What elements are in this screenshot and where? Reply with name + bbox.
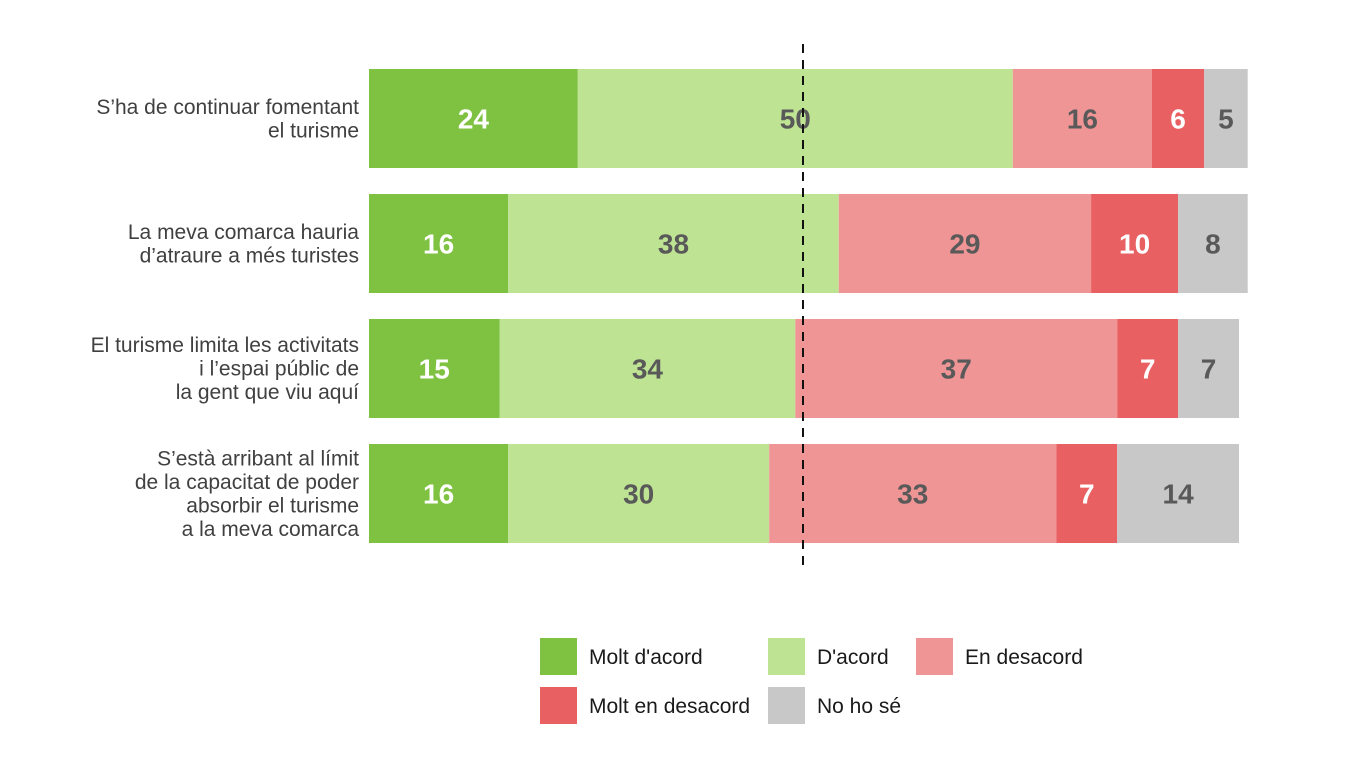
bar-segment (1204, 69, 1248, 168)
bar-value-label: 33 (897, 479, 928, 510)
bar-value-label: 7 (1201, 354, 1217, 385)
bar-segment (795, 319, 1118, 418)
bar-segment (1091, 194, 1179, 293)
legend-swatch (768, 638, 805, 675)
bar-segment (508, 194, 839, 293)
bar-value-label: 16 (423, 479, 454, 510)
bar-segment (499, 319, 796, 418)
legend-label: Molt d'acord (589, 646, 703, 669)
legend: Molt d'acord D'acord En desacord Molt en de… (540, 638, 1083, 724)
bar-value-label: 6 (1170, 104, 1186, 135)
category-label: La meva comarca hauria d’atraure a més tu… (128, 221, 359, 268)
bar-value-label: 16 (423, 229, 454, 260)
legend-label: En desacord (965, 646, 1083, 669)
legend-swatch (916, 638, 953, 675)
bar-value-label: 16 (1067, 104, 1098, 135)
bar-value-label: 29 (949, 229, 980, 260)
bar-value-label: 7 (1140, 354, 1156, 385)
bar-segment (1117, 319, 1179, 418)
bar-segment (769, 444, 1057, 543)
bar-value-label: 10 (1119, 229, 1150, 260)
bar-segment (369, 319, 500, 418)
bar-segment (1178, 319, 1239, 418)
bar-value-label: 37 (941, 354, 972, 385)
bar-segment (577, 69, 1013, 168)
bar-segment (1117, 444, 1239, 543)
bar-segment (369, 69, 578, 168)
bar-segment (1012, 69, 1152, 168)
bar-value-label: 7 (1079, 479, 1095, 510)
bar-segment (508, 444, 770, 543)
category-label: S’està arribant al límit de la capacitat … (135, 447, 359, 541)
bar-value-label: 5 (1218, 104, 1234, 135)
bar-value-label: 15 (419, 354, 450, 385)
bar-value-label: 14 (1163, 479, 1195, 510)
legend-label: D'acord (817, 646, 889, 669)
bar-value-label: 8 (1205, 229, 1221, 260)
legend-label: No ho sé (817, 695, 901, 718)
bar-value-label: 50 (780, 104, 811, 135)
bar-value-label: 38 (658, 229, 689, 260)
bars-group: 24 50 16 6 5 16 38 29 10 8 15 34 37 7 7 16 30 33 7 14 (369, 69, 1248, 543)
legend-swatch (768, 687, 805, 724)
legend-swatch (540, 638, 577, 675)
bar-value-label: 30 (623, 479, 654, 510)
bar-segment (838, 194, 1092, 293)
legend-label: Molt en desacord (589, 695, 750, 718)
bar-segment (1056, 444, 1118, 543)
bar-value-label: 24 (458, 104, 490, 135)
category-label: S’ha de continuar fomentant el turisme (96, 96, 359, 143)
bar-value-label: 34 (632, 354, 664, 385)
legend-swatch (540, 687, 577, 724)
bar-segment (369, 444, 509, 543)
bar-segment (1178, 194, 1248, 293)
category-labels: S’ha de continuar fomentant el turisme La … (91, 96, 360, 541)
bar-segment (1152, 69, 1205, 168)
category-label: El turisme limita les activitats i l’espa… (91, 334, 360, 404)
bar-segment (369, 194, 509, 293)
